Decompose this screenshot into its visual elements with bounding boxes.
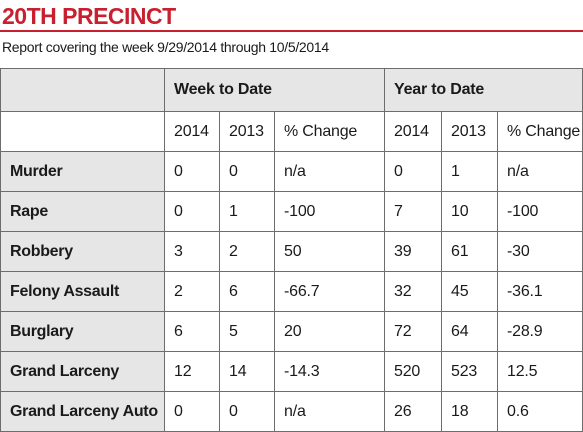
table-cell: 2 (164, 271, 220, 312)
table-cell: 0 (219, 151, 275, 192)
table-cell: 0 (164, 391, 220, 432)
table-cell: 7 (384, 191, 443, 232)
table-row: Burglary 6 5 20 72 64 -28.9 (0, 311, 583, 352)
table-cell: n/a (497, 151, 583, 192)
crime-statistics-table: Week to Date Year to Date 2014 2013 % Ch… (0, 68, 583, 432)
report-subtitle: Report covering the week 9/29/2014 throu… (2, 39, 329, 55)
table-cell: n/a (273, 391, 386, 432)
table-cell: 1 (219, 191, 275, 232)
table-cell: 3 (164, 231, 220, 272)
table-row: Robbery 3 2 50 39 61 -30 (0, 231, 583, 272)
corner-cell (0, 111, 165, 152)
table-row: Felony Assault 2 6 -66.7 32 45 -36.1 (0, 271, 583, 312)
table-cell: 26 (384, 391, 443, 432)
table-cell: 6 (164, 311, 220, 352)
table-cell: 0 (219, 391, 275, 432)
row-label: Murder (0, 151, 165, 192)
row-label: Grand Larceny Auto (0, 391, 165, 432)
table-cell: -30 (497, 231, 583, 272)
table-cell: 0 (164, 151, 220, 192)
group-year-to-date: Year to Date (384, 68, 583, 112)
table-cell: 39 (384, 231, 443, 272)
title-divider (0, 30, 583, 32)
table-row: Grand Larceny 12 14 -14.3 520 523 12.5 (0, 351, 583, 392)
table-cell: -36.1 (497, 271, 583, 312)
table-cell: 45 (441, 271, 499, 312)
table-cell: 20 (273, 311, 386, 352)
table-row: Grand Larceny Auto 0 0 n/a 26 18 0.6 (0, 391, 583, 432)
table-cell: 72 (384, 311, 443, 352)
table-cell: 12 (164, 351, 220, 392)
table-cell: 14 (219, 351, 275, 392)
row-label: Robbery (0, 231, 165, 272)
column-header: 2013 (441, 111, 499, 152)
table-cell: 0 (384, 151, 443, 192)
table-cell: 12.5 (497, 351, 583, 392)
table-cell: -100 (273, 191, 386, 232)
row-label: Grand Larceny (0, 351, 165, 392)
group-week-to-date: Week to Date (163, 68, 386, 112)
table-cell: 18 (441, 391, 499, 432)
table-cell: 0 (164, 191, 220, 232)
row-label: Felony Assault (0, 271, 165, 312)
table-cell: -14.3 (273, 351, 386, 392)
table-cell: 6 (219, 271, 275, 312)
table-row: Rape 0 1 -100 7 10 -100 (0, 191, 583, 232)
corner-cell (0, 68, 165, 112)
table-cell: 2 (219, 231, 275, 272)
column-header: 2014 (164, 111, 220, 152)
table-cell: 10 (441, 191, 499, 232)
table-cell: 5 (219, 311, 275, 352)
table-cell: 0.6 (497, 391, 583, 432)
table-cell: -100 (497, 191, 583, 232)
group-header-row: Week to Date Year to Date (0, 68, 583, 112)
row-label: Burglary (0, 311, 165, 352)
table-cell: 61 (441, 231, 499, 272)
page-title: 20TH PRECINCT (2, 3, 176, 29)
table-cell: 32 (384, 271, 443, 312)
table-cell: 50 (273, 231, 386, 272)
table-cell: 64 (441, 311, 499, 352)
table-cell: 520 (384, 351, 443, 392)
column-header: 2014 (384, 111, 443, 152)
table-cell: -28.9 (497, 311, 583, 352)
column-header: % Change (273, 111, 386, 152)
table-cell: 523 (441, 351, 499, 392)
table-row: Murder 0 0 n/a 0 1 n/a (0, 151, 583, 192)
column-header-row: 2014 2013 % Change 2014 2013 % Change (0, 111, 583, 152)
column-header: % Change (497, 111, 583, 152)
row-label: Rape (0, 191, 165, 232)
table-cell: -66.7 (273, 271, 386, 312)
table-cell: 1 (441, 151, 499, 192)
column-header: 2013 (219, 111, 275, 152)
table-cell: n/a (273, 151, 386, 192)
